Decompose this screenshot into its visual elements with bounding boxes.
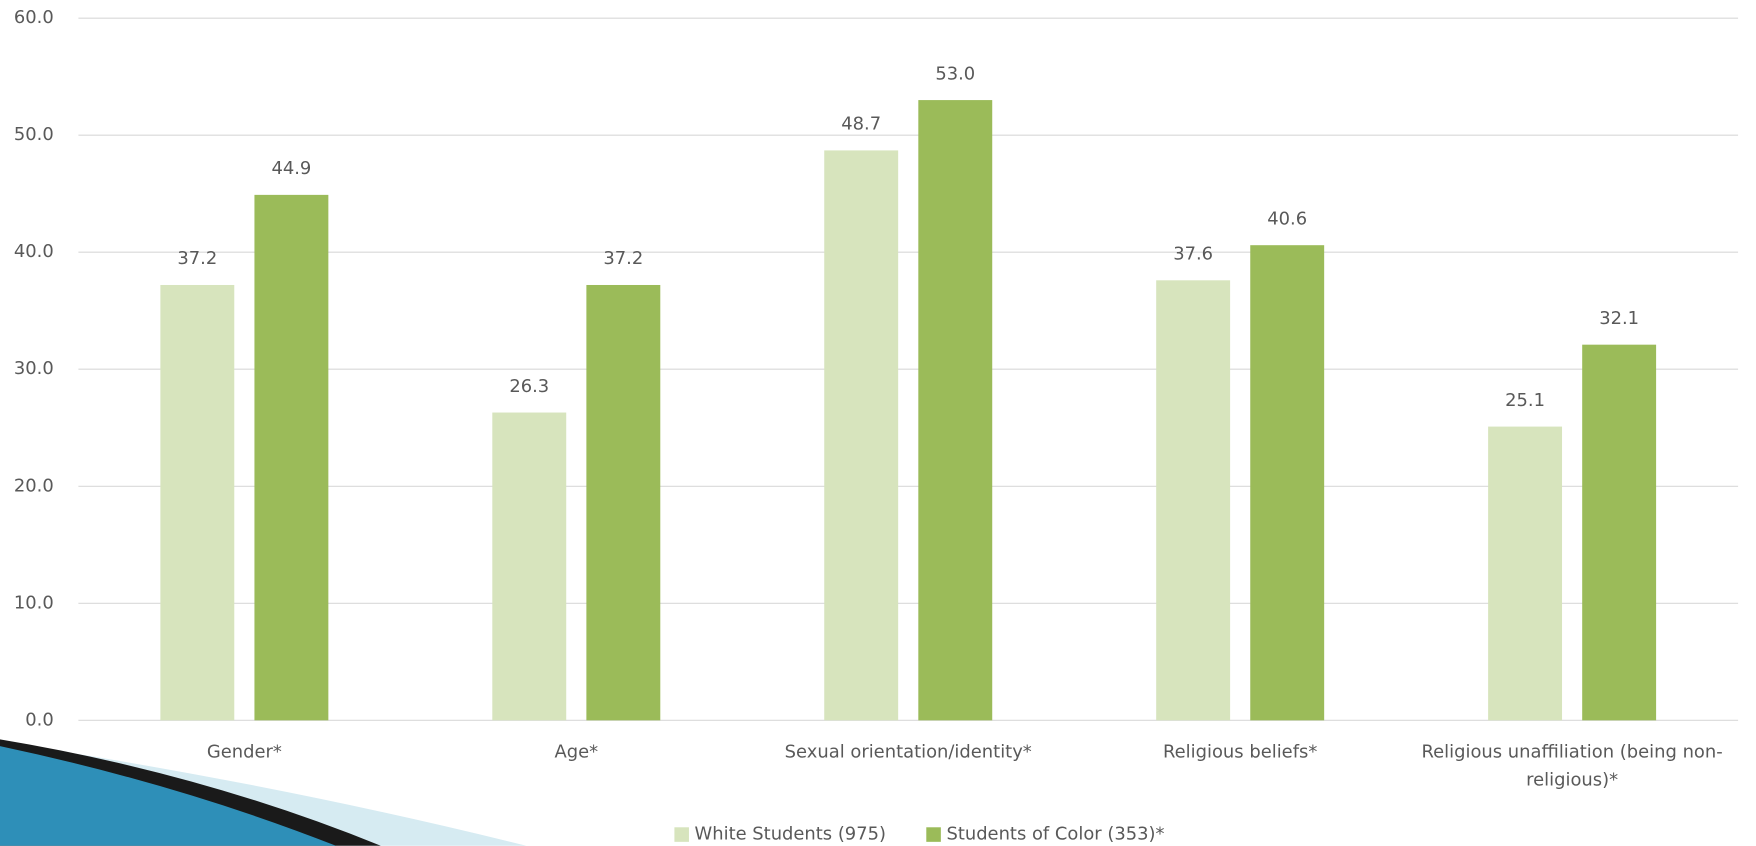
legend-swatch <box>926 827 941 842</box>
y-tick-label: 20.0 <box>14 475 54 496</box>
y-tick-label: 40.0 <box>14 241 54 262</box>
bar <box>1250 245 1325 721</box>
data-label: 32.1 <box>1599 308 1639 329</box>
x-tick-label-box: Sexual orientation/identity* <box>784 740 1032 762</box>
x-tick-label: Sexual orientation/identity* <box>784 740 1032 762</box>
legend-swatch <box>674 827 689 842</box>
x-tick-label-box: Gender* <box>206 740 282 762</box>
y-tick-label: 10.0 <box>14 592 54 613</box>
legend-label: White Students (975) <box>695 824 886 845</box>
bar <box>1156 280 1231 721</box>
x-tick-label-box: Religious beliefs* <box>1162 740 1318 762</box>
bar <box>1488 426 1563 721</box>
y-tick-label: 0.0 <box>25 709 53 730</box>
data-label: 53.0 <box>935 63 975 84</box>
legend-label: Students of Color (353)* <box>946 824 1164 845</box>
x-tick-label: Age* <box>554 740 599 762</box>
x-tick-label: Religious unaffiliation (being non-relig… <box>1421 740 1723 790</box>
bar <box>1582 344 1657 721</box>
bar <box>824 150 899 721</box>
data-label: 37.2 <box>603 248 643 269</box>
x-tick-label: Religious beliefs* <box>1162 740 1318 762</box>
bar <box>254 194 329 721</box>
data-label: 25.1 <box>1505 390 1545 411</box>
data-label: 44.9 <box>271 158 311 179</box>
data-label: 26.3 <box>509 376 549 397</box>
decoration-blue <box>0 746 336 846</box>
y-tick-label: 50.0 <box>14 124 54 145</box>
y-tick-label: 60.0 <box>14 7 54 28</box>
data-label: 48.7 <box>841 114 881 135</box>
x-tick-label-box: Age* <box>554 740 599 762</box>
data-label: 37.6 <box>1173 244 1213 265</box>
bar <box>492 412 567 721</box>
x-tick-label-box: Religious unaffiliation (being non-relig… <box>1421 740 1723 790</box>
data-label: 37.2 <box>177 248 217 269</box>
bar <box>918 100 993 721</box>
data-label: 40.6 <box>1267 208 1307 229</box>
bar <box>160 284 235 721</box>
x-tick-label: Gender* <box>206 740 282 762</box>
corner-decoration <box>0 739 527 846</box>
y-tick-label: 30.0 <box>14 358 54 379</box>
bar <box>586 284 661 721</box>
